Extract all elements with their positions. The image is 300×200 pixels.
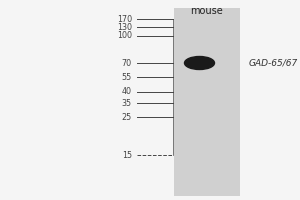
Bar [174, 8, 240, 196]
Text: 15: 15 [122, 150, 132, 160]
Text: 130: 130 [117, 22, 132, 31]
Text: 170: 170 [117, 15, 132, 23]
Ellipse shape [184, 56, 214, 70]
Text: 25: 25 [122, 112, 132, 121]
Text: 40: 40 [122, 88, 132, 97]
Text: 55: 55 [122, 72, 132, 82]
Text: GAD-65/67: GAD-65/67 [249, 58, 298, 68]
Text: 100: 100 [117, 31, 132, 40]
Text: 70: 70 [122, 58, 132, 68]
Text: 35: 35 [122, 99, 132, 108]
Text: mouse: mouse [190, 6, 224, 16]
